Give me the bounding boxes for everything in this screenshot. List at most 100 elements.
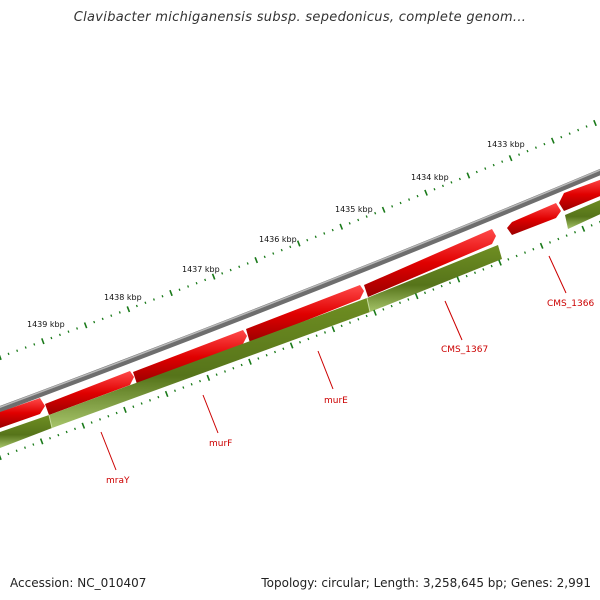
inner-ruler-major-tick	[206, 374, 211, 381]
inner-ruler-minor-tick	[90, 421, 93, 424]
outer-ruler-major-tick	[381, 206, 386, 213]
outer-ruler-minor-tick	[357, 218, 360, 222]
kbp-label-1435: 1435 kbp	[335, 205, 373, 214]
gene-feature[interactable]	[565, 198, 600, 229]
outer-ruler-minor-tick	[585, 125, 588, 128]
inner-ruler-minor-tick	[407, 298, 410, 301]
inner-ruler-minor-tick	[257, 357, 260, 360]
outer-ruler-minor-tick	[314, 235, 317, 239]
outer-ruler-major-tick	[0, 354, 2, 361]
inner-ruler-major-tick	[123, 406, 127, 413]
inner-ruler-major-tick	[0, 454, 2, 461]
inner-ruler-major-tick	[289, 342, 294, 349]
inner-ruler-minor-tick	[115, 411, 118, 415]
gene-feature[interactable]	[367, 245, 502, 312]
outer-ruler-major-tick	[126, 306, 131, 313]
inner-ruler-minor-tick	[140, 402, 143, 405]
inner-ruler-minor-tick	[182, 386, 185, 389]
outer-ruler-minor-tick	[501, 160, 504, 163]
map-title: Clavibacter michiganensis subsp. sepedon…	[73, 10, 527, 25]
outer-ruler-minor-tick	[263, 255, 266, 259]
outer-ruler-minor-tick	[450, 181, 453, 184]
inner-ruler-minor-tick	[565, 234, 568, 237]
leader-murf	[202, 394, 219, 434]
outer-ruler-minor-tick	[492, 163, 495, 167]
outer-ruler-major-tick	[424, 189, 428, 196]
inner-ruler-minor-tick	[507, 258, 510, 261]
inner-ruler-minor-tick	[340, 324, 343, 328]
inner-ruler-minor-tick	[32, 443, 35, 446]
outer-ruler-minor-tick	[221, 272, 224, 275]
inner-ruler-minor-tick	[590, 224, 593, 227]
outer-ruler-minor-tick	[161, 294, 164, 298]
outer-ruler-minor-tick	[306, 238, 309, 242]
gene-label-cms1367[interactable]: CMS_1367	[441, 345, 488, 355]
inner-ruler-minor-tick	[573, 230, 577, 234]
cds-feature[interactable]	[364, 229, 496, 297]
inner-ruler-major-tick	[456, 276, 461, 283]
cds-feature[interactable]	[246, 285, 364, 343]
outer-ruler-minor-tick	[144, 301, 147, 305]
gene-track	[0, 198, 600, 448]
outer-ruler-minor-tick	[391, 205, 394, 208]
inner-ruler-major-tick	[498, 259, 502, 266]
outer-ruler-minor-tick	[568, 132, 571, 135]
outer-ruler-major-tick	[466, 172, 471, 179]
kbp-label-1438: 1438 kbp	[104, 293, 142, 302]
inner-ruler-minor-tick	[523, 251, 527, 254]
leader-mray	[100, 431, 117, 471]
cds-feature[interactable]	[507, 203, 561, 235]
inner-ruler-minor-tick	[265, 354, 268, 357]
inner-ruler-minor-tick	[532, 247, 535, 251]
outer-ruler-minor-tick	[433, 188, 436, 191]
inner-ruler-minor-tick	[432, 288, 435, 291]
outer-ruler-minor-tick	[475, 170, 478, 174]
inner-ruler-major-tick	[581, 225, 586, 232]
inner-ruler-minor-tick	[65, 430, 68, 434]
inner-ruler-minor-tick	[307, 337, 310, 341]
gene-label-mray[interactable]: mraY	[106, 476, 130, 486]
cds-feature[interactable]	[559, 178, 600, 211]
outer-ruler-major-tick	[211, 273, 216, 280]
gene-label-mure[interactable]: murE	[324, 396, 348, 406]
inner-ruler-minor-tick	[365, 314, 368, 318]
cds-feature[interactable]	[133, 330, 247, 384]
outer-ruler-major-tick	[508, 155, 513, 162]
inner-ruler-minor-tick	[24, 446, 26, 449]
gene-label-murf[interactable]: murF	[209, 439, 232, 449]
inner-ruler-minor-tick	[282, 347, 285, 351]
outer-ruler-minor-tick	[365, 215, 368, 218]
cds-feature[interactable]	[0, 398, 45, 428]
inner-ruler-minor-tick	[15, 449, 18, 453]
leader-cms1366	[548, 255, 567, 294]
inner-ruler-minor-tick	[173, 389, 177, 392]
inner-ruler-major-tick	[331, 326, 336, 333]
inner-ruler-minor-tick	[240, 363, 243, 367]
kbp-label-1439: 1439 kbp	[27, 320, 65, 329]
gene-feature[interactable]	[0, 415, 52, 448]
inner-ruler-major-tick	[39, 438, 44, 445]
inner-ruler-minor-tick	[132, 405, 135, 408]
outer-ruler-minor-tick	[187, 285, 190, 288]
outer-ruler-minor-tick	[534, 146, 537, 149]
leader-mure	[317, 350, 334, 390]
kbp-label-1437: 1437 kbp	[182, 265, 220, 274]
inner-ruler-major-tick	[373, 309, 377, 316]
gene-divider	[48, 414, 53, 429]
inner-ruler-minor-tick	[482, 268, 485, 271]
inner-ruler-minor-tick	[423, 291, 427, 295]
genome-backbone-highlight	[0, 169, 600, 408]
outer-ruler-minor-tick	[178, 288, 181, 291]
inner-ruler-minor-tick	[49, 436, 51, 440]
gene-feature[interactable]	[49, 298, 370, 428]
outer-ruler-major-tick	[41, 338, 45, 345]
inner-ruler-major-tick	[81, 422, 86, 429]
cds-feature[interactable]	[45, 371, 134, 415]
outer-ruler-minor-tick	[560, 135, 563, 139]
inner-ruler-minor-tick	[107, 414, 110, 418]
outer-ruler-minor-tick	[204, 278, 207, 282]
gene-label-cms1366[interactable]: CMS_1366	[547, 299, 594, 309]
inner-ruler-minor-tick	[273, 350, 277, 354]
gene-labels: CMS_1366 CMS_1367 murE murF mraY	[106, 299, 594, 486]
